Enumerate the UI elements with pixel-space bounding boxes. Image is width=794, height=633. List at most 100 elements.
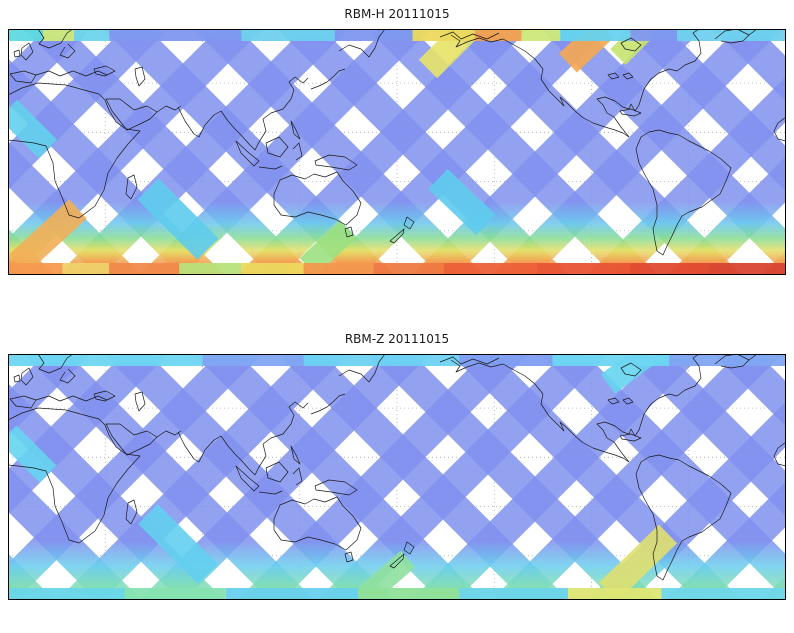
figure-rbm-h: RBM-H 20111015 [0,0,786,275]
coastline-path [156,105,182,113]
coastline-path [450,34,630,138]
coastline-path [714,29,758,40]
coastline-path [622,72,634,80]
coastline-path [622,397,634,405]
north-coverage-strip [412,29,475,41]
coastline-path [265,136,289,158]
map-plot-rbm-z [8,354,786,600]
coastline-path [720,34,750,44]
coastline-path [93,65,116,77]
figure-rbm-z: RBM-Z 20111015 [0,331,786,600]
coastline-path [620,37,642,52]
coastline-path [290,120,301,140]
coastline-path [20,367,34,386]
north-coverage-strip [74,29,110,41]
coastline-path [258,165,283,170]
coastline-path [635,454,732,581]
swath-color-patch [9,199,87,274]
swath-color-patch [8,425,57,483]
map-plot-rbm-h [8,29,786,275]
south-coverage-strip [303,263,374,275]
coastline-path [273,496,362,551]
coastline-path [235,140,260,167]
coastline-path [125,174,138,200]
swath-color-patch [598,524,678,600]
south-coverage-strip [8,263,63,275]
coastline-path [240,401,309,476]
coastline-path [720,359,750,369]
coastline-path [773,116,786,142]
coastline-path [292,142,303,161]
swath-color-patch [428,168,496,236]
coastline-path [258,490,283,495]
south-coverage-strip [630,263,709,275]
coastline-path [9,395,37,409]
south-coverage-strip [109,263,180,275]
coastline-path [8,82,141,219]
north-coverage-strip [459,354,553,366]
coastline-path [620,362,642,377]
map-frame [8,354,786,600]
coastline-path [607,397,620,405]
swath-color-patch [299,220,357,275]
north-coverage-strip [202,354,304,366]
swath-color-patch [138,504,218,584]
north-coverage-strip [677,29,786,41]
coastline-path [13,49,21,58]
north-coverage-strip [8,29,44,41]
south-coverage-strip [241,263,304,275]
coastline-path [773,441,786,467]
south-coverage-strip [358,588,460,600]
map-frame [8,29,786,275]
coastline-path [59,43,76,59]
north-coverage-strip [669,354,786,366]
coastline-path [338,29,386,58]
north-coverage-strip [241,29,335,41]
coastline-path [310,393,346,415]
coastline-path [134,391,146,412]
south-coverage-strip [373,263,444,275]
plot-title-rbm-h: RBM-H 20111015 [344,7,450,21]
south-coverage-strip [459,588,569,600]
coastline-path [273,171,362,226]
coastline-path [450,359,630,463]
north-coverage-strip [474,29,522,41]
coastline-path [59,368,76,384]
coastline-path [310,68,346,90]
coastline-path [714,354,758,365]
coastline-path [35,395,108,402]
north-coverage-strip [560,29,631,41]
north-coverage-strip [630,29,678,41]
coastline-path [177,431,242,463]
south-coverage-strip [225,588,359,600]
south-coverage-strip [708,263,786,275]
coastline-path [439,356,500,365]
coastline-path [134,66,146,87]
south-coverage-strip [124,588,226,600]
north-coverage-strip [334,29,413,41]
north-coverage-strip [303,354,460,366]
coastline-path [403,216,415,230]
coastline-path [265,461,289,483]
south-coverage-strip [179,263,242,275]
coastline-path [37,29,74,49]
coastline-path [635,129,732,256]
coastline-path [389,228,405,244]
coastline-path [607,72,620,80]
south-coverage-strip [443,263,538,275]
north-coverage-strip [521,29,561,41]
coastline-path [105,98,158,131]
coastline-path [8,407,141,544]
coastline-path [619,108,642,117]
south-coverage-strip [537,263,631,275]
coastline-path [619,433,642,442]
coastline-path [125,499,138,525]
coastline-path [13,374,21,383]
coastline-path [338,354,386,383]
swath-color-patch [137,178,219,260]
north-coverage-strip [8,354,203,366]
coastline-path [596,354,702,463]
coastline-path [105,423,158,456]
coastline-path [235,465,260,492]
